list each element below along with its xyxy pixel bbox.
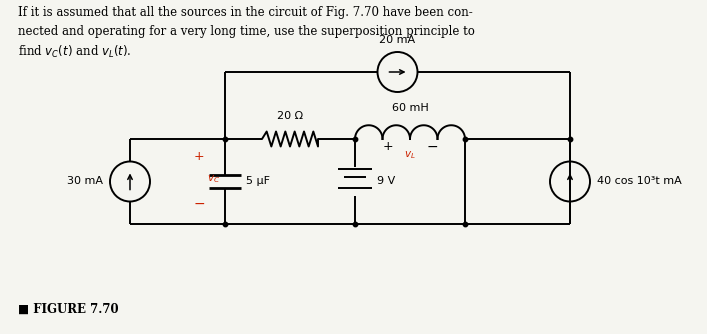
Text: −: − (193, 196, 205, 210)
Text: +: + (194, 150, 204, 163)
Text: 5 μF: 5 μF (246, 176, 270, 186)
Text: 40 cos 10³t mA: 40 cos 10³t mA (597, 176, 682, 186)
Text: $v_C$: $v_C$ (207, 174, 220, 185)
Text: $v_L$: $v_L$ (404, 149, 416, 161)
Text: ■ FIGURE 7.70: ■ FIGURE 7.70 (18, 303, 119, 316)
Text: 20 Ω: 20 Ω (277, 112, 303, 122)
Text: 20 mA: 20 mA (380, 35, 416, 45)
Text: 30 mA: 30 mA (67, 176, 103, 186)
Text: 60 mH: 60 mH (392, 103, 428, 113)
Text: −: − (426, 140, 438, 154)
Text: 9 V: 9 V (377, 176, 395, 186)
Text: +: + (382, 141, 393, 154)
Text: If it is assumed that all the sources in the circuit of Fig. 7.70 have been con-: If it is assumed that all the sources in… (18, 6, 475, 60)
